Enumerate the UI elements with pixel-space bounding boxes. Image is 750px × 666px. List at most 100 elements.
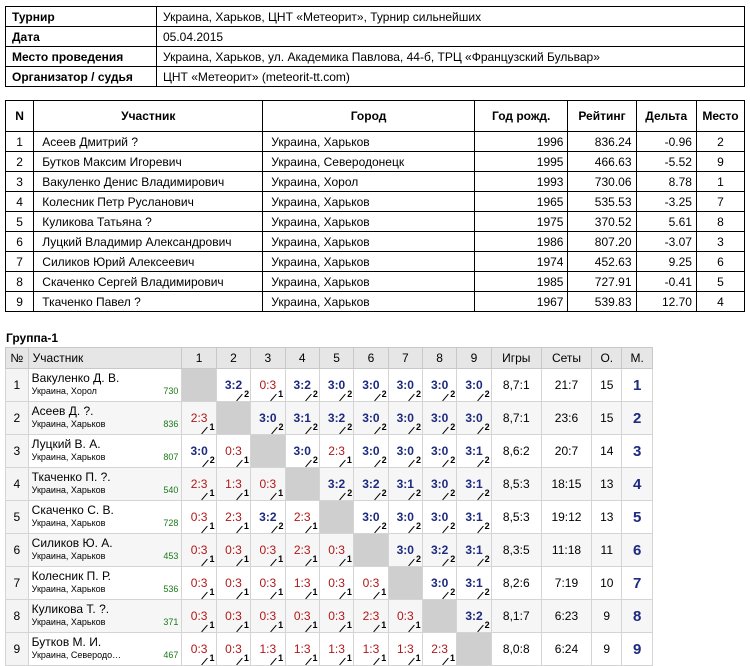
match-points: 2: [484, 389, 490, 399]
match-score: 3:0 2: [431, 379, 455, 402]
match-score: 3:0 2: [431, 478, 455, 501]
match-score: 0:3 1: [363, 577, 386, 600]
match-score: 3:0 2: [259, 412, 284, 435]
player-city: Украина, Харьков: [31, 485, 106, 495]
grid-games: 8,6:2: [490, 434, 542, 468]
slash-mark: [339, 459, 346, 468]
match-points: 2: [209, 455, 215, 465]
match-result-cell: 3:0 2: [353, 401, 389, 435]
match-result-cell: 3:0 2: [387, 500, 423, 534]
grid-row-num: 1: [5, 368, 29, 402]
participant-cell: 3: [4, 171, 35, 192]
player-rating: 836: [163, 419, 179, 429]
match-result-cell: 3:0 2: [387, 368, 423, 402]
match-points: 1: [415, 620, 421, 630]
slash-mark: [201, 624, 209, 633]
match-score: 0:3 1: [225, 577, 249, 600]
grid-player-cell: Колесник П. Р. Украина, Харьков 536: [27, 566, 183, 600]
slash-mark: [373, 393, 381, 402]
match-score: 3:1 2: [294, 412, 318, 435]
match-score: 3:0 2: [397, 511, 421, 534]
grid-player-cell: Луцкий В. А. Украина, Харьков 807: [27, 434, 183, 468]
grid-sets: 21:7: [540, 368, 593, 402]
participant-cell: 9: [695, 151, 746, 172]
info-label: Место проведения: [5, 46, 157, 67]
participant-cell: 1995: [473, 151, 569, 172]
slash-mark: [236, 393, 243, 402]
match-score: 0:3 1: [191, 610, 214, 633]
match-score: 3:0 2: [362, 511, 387, 534]
match-result-cell: [421, 599, 458, 633]
participant-cell: 8: [4, 271, 35, 292]
grid-games: 8,7:1: [490, 368, 542, 402]
grid-row: 8 Куликова Т. ?. Украина, Харьков 371 0:3 1 0:…: [5, 599, 653, 633]
info-row: Место проведения Украина, Харьков, ул. Ак…: [5, 46, 745, 67]
participant-cell: -5.52: [635, 151, 697, 172]
match-points: 1: [346, 554, 352, 564]
slash-mark: [408, 459, 415, 468]
grid-place: 6: [621, 533, 653, 567]
grid-row: 2 Асеев Д. ?. Украина, Харьков 836 2:3 1 3:0 2 3…: [5, 401, 653, 435]
participant-cell: 5.61: [635, 211, 697, 232]
match-points: 1: [243, 554, 249, 564]
column-header: Год рожд.: [473, 100, 569, 132]
match-points: 1: [312, 653, 318, 663]
grid-header-sets: Сеты: [540, 347, 593, 369]
slash-mark: [304, 591, 312, 600]
match-score: 0:3 1: [260, 478, 283, 501]
match-points: 1: [346, 587, 352, 597]
match-points: 2: [381, 422, 387, 432]
match-score: 2:3 1: [431, 643, 455, 666]
player-meta: Украина, Харьков 540: [32, 485, 179, 496]
grid-header-col: 9: [456, 347, 492, 369]
match-score: 1:3 1: [294, 643, 318, 666]
player-meta: Украина, Харьков 807: [32, 452, 179, 463]
match-score: 0:3 1: [328, 610, 352, 633]
participant-row: 2 Бутков Максим Игоревич Украина, Северодо…: [4, 151, 746, 172]
match-points: 1: [312, 587, 318, 597]
match-points: 1: [278, 488, 284, 498]
grid-header-col: 2: [215, 347, 252, 369]
slash-mark: [339, 624, 346, 633]
match-result-cell: 3:0 2: [353, 500, 389, 534]
grid-header-col: 7: [387, 347, 423, 369]
match-score: 0:3 1: [260, 544, 283, 567]
match-points: 1: [278, 620, 284, 630]
column-header: Дельта: [635, 100, 697, 132]
participant-cell: Украина, Харьков: [262, 211, 475, 232]
grid-sets: 20:7: [540, 434, 593, 468]
participant-cell: Луцкий Владимир Александрович: [33, 231, 264, 252]
participant-cell: 1985: [473, 271, 569, 292]
match-score: 3:0 2: [397, 412, 421, 435]
match-points: 2: [312, 422, 318, 432]
player-rating: 371: [163, 617, 179, 627]
participant-cell: 2: [4, 151, 35, 172]
match-points: 2: [415, 554, 421, 564]
match-score: 3:2 2: [259, 511, 284, 534]
participant-cell: Украина, Харьков: [262, 271, 475, 292]
match-score: 3:0 2: [397, 544, 421, 567]
participant-row: 4 Колесник Петр Русланович Украина, Харько…: [4, 191, 746, 212]
participant-cell: 5: [695, 271, 746, 292]
match-result-cell: 2:3 1: [284, 500, 320, 534]
participant-row: 9 Ткаченко Павел ? Украина, Харьков 1967 539…: [4, 291, 746, 312]
grid-row: 9 Бутков М. И. Украина, Северодо… 467 0:3 1 0:…: [5, 632, 653, 666]
slash-mark: [270, 657, 277, 666]
slash-mark: [476, 525, 484, 534]
slash-mark: [373, 426, 381, 435]
player-city: Украина, Харьков: [31, 452, 106, 462]
slash-mark: [202, 459, 209, 468]
match-score: 3:0 2: [431, 577, 455, 600]
grid-games: 8,2:6: [490, 566, 542, 600]
slash-mark: [373, 459, 381, 468]
slash-mark: [339, 558, 346, 567]
slash-mark: [270, 591, 277, 600]
slash-mark: [442, 558, 450, 567]
participant-cell: -0.96: [635, 131, 697, 152]
slash-mark: [236, 492, 243, 501]
match-result-cell: 3:1 2: [456, 500, 492, 534]
grid-row-num: 7: [5, 566, 29, 600]
slash-mark: [442, 591, 450, 600]
match-score: 0:3 1: [191, 643, 214, 666]
participant-cell: 1986: [473, 231, 569, 252]
